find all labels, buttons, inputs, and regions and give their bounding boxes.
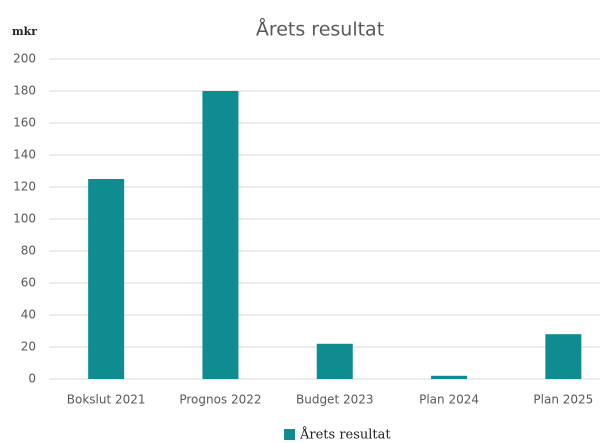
bar xyxy=(88,179,125,379)
y-tick-label: 200 xyxy=(13,52,36,66)
y-tick-label: 160 xyxy=(13,116,36,130)
y-tick-label: 140 xyxy=(13,148,36,162)
legend-label: Årets resultat xyxy=(299,427,391,443)
x-tick-label: Plan 2024 xyxy=(419,393,479,407)
bar xyxy=(316,343,353,379)
y-axis-label: mkr xyxy=(12,25,37,38)
x-tick-label: Prognos 2022 xyxy=(179,393,261,407)
x-tick-label: Budget 2023 xyxy=(296,393,374,407)
y-tick-label: 40 xyxy=(21,308,36,322)
y-tick-label: 80 xyxy=(21,244,36,258)
legend-swatch xyxy=(284,429,295,440)
x-tick-label: Bokslut 2021 xyxy=(67,393,146,407)
y-tick-label: 100 xyxy=(13,212,36,226)
bar xyxy=(545,334,582,379)
y-tick-label: 60 xyxy=(21,276,36,290)
bar xyxy=(202,91,239,379)
y-tick-label: 20 xyxy=(21,340,36,354)
y-tick-label: 180 xyxy=(13,84,36,98)
x-tick-label: Plan 2025 xyxy=(533,393,593,407)
chart-title: Årets resultat xyxy=(256,18,384,41)
y-tick-label: 120 xyxy=(13,180,36,194)
bar xyxy=(431,375,468,379)
y-tick-label: 0 xyxy=(28,372,36,386)
